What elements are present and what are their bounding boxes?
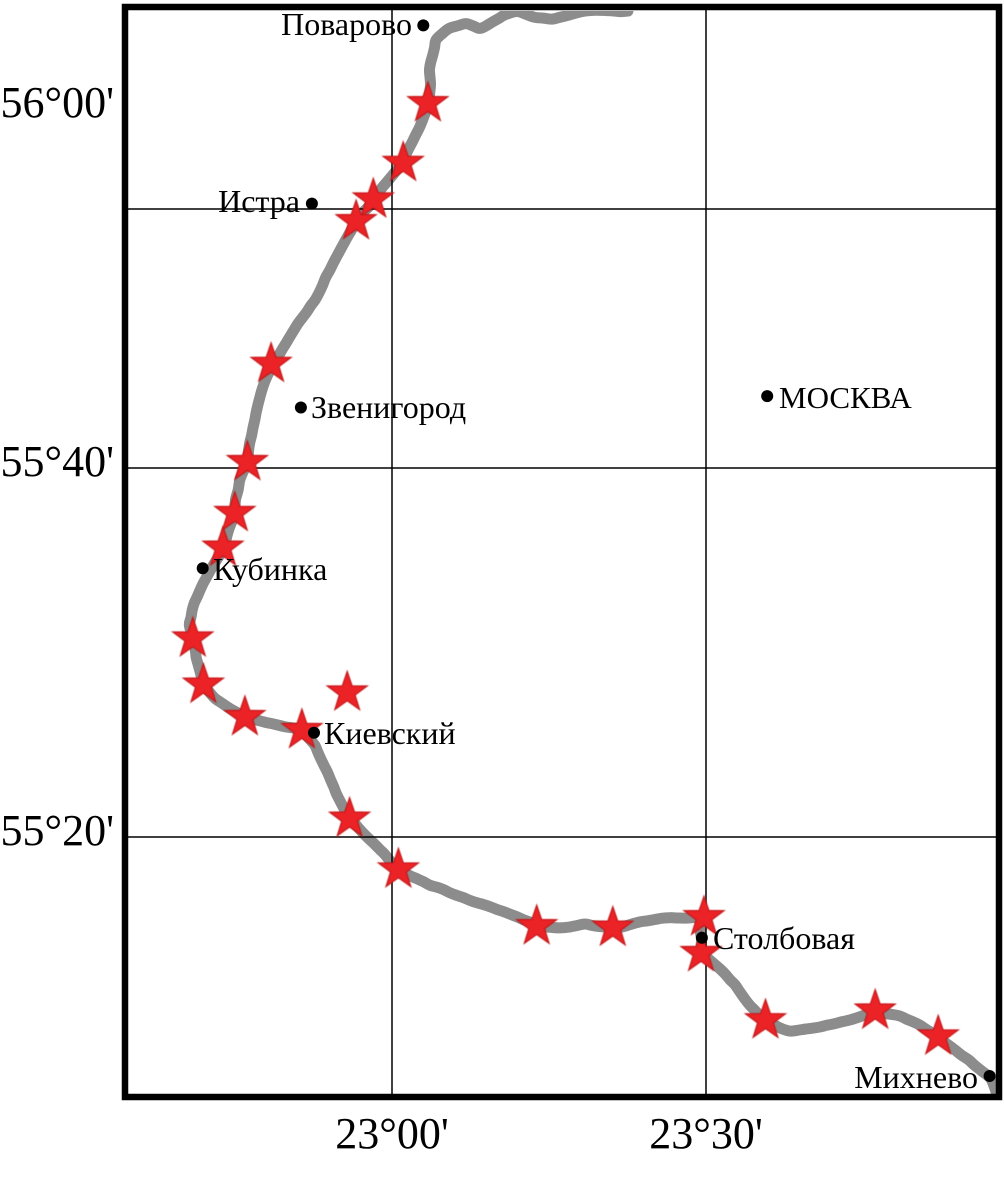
svg-text:Истра: Истра	[218, 183, 300, 219]
svg-text:Кубинка: Кубинка	[213, 551, 327, 587]
svg-text:23°00': 23°00'	[335, 1109, 449, 1158]
svg-text:55°40': 55°40'	[0, 437, 114, 486]
svg-text:Михнево: Михнево	[854, 1059, 978, 1095]
svg-text:Киевский: Киевский	[324, 715, 456, 751]
svg-text:56°00': 56°00'	[0, 78, 114, 127]
svg-text:55°20': 55°20'	[0, 806, 114, 855]
svg-text:Столбовая: Столбовая	[713, 920, 855, 956]
svg-text:Поварово: Поварово	[281, 6, 412, 42]
svg-text:Звенигород: Звенигород	[311, 389, 466, 425]
svg-text:МОСКВА: МОСКВА	[779, 380, 912, 415]
svg-text:23°30': 23°30'	[649, 1109, 763, 1158]
